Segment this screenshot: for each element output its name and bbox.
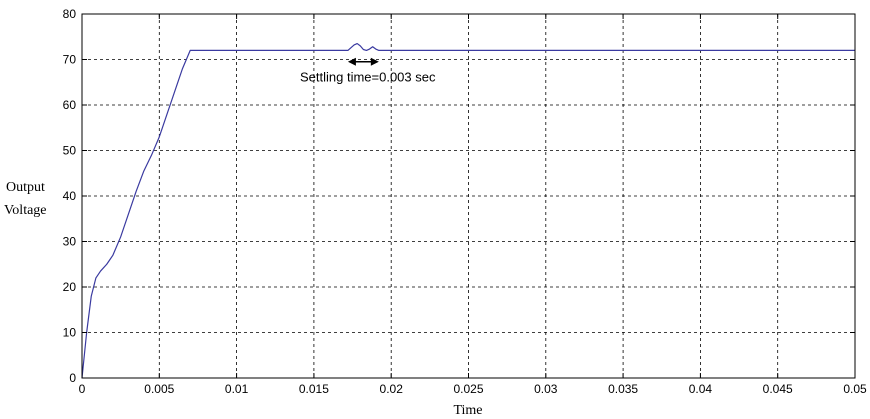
settling-time-arrowhead-left xyxy=(347,57,356,66)
y-tick-label: 30 xyxy=(63,235,77,249)
x-tick-label: 0.03 xyxy=(534,382,558,396)
x-tick-label: 0.01 xyxy=(225,382,249,396)
x-axis-ticks: 0 0.005 0.01 0.015 0.02 0.025 0.03 0.035 0.04 0.0… xyxy=(79,14,867,396)
series-layer xyxy=(81,42,855,379)
x-tick-label: 0.045 xyxy=(763,382,793,396)
y-axis-label-line-1: Output xyxy=(6,180,45,195)
y-tick-label: 70 xyxy=(63,53,77,67)
output-voltage-line xyxy=(81,42,855,379)
y-tick-label: 50 xyxy=(63,144,77,158)
x-tick-label: 0.015 xyxy=(299,382,329,396)
x-axis-label: Time xyxy=(453,403,482,418)
settling-time-label: Settling time=0.003 sec xyxy=(300,69,436,84)
x-tick-label: 0.02 xyxy=(380,382,404,396)
annotation-layer: Settling time=0.003 sec xyxy=(300,57,436,84)
x-tick-label: 0 xyxy=(79,382,86,396)
x-tick-label: 0.05 xyxy=(843,382,867,396)
x-tick-label: 0.025 xyxy=(453,382,483,396)
y-tick-label: 60 xyxy=(63,98,77,112)
x-tick-label: 0.04 xyxy=(689,382,713,396)
x-tick-label: 0.035 xyxy=(608,382,638,396)
y-tick-label: 40 xyxy=(63,189,77,203)
settling-time-arrowhead-right xyxy=(370,57,379,66)
y-axis-label-line-2: Voltage xyxy=(4,203,47,218)
y-tick-label: 0 xyxy=(69,371,76,385)
y-tick-label: 20 xyxy=(63,280,77,294)
x-tick-label: 0.005 xyxy=(144,382,174,396)
y-axis-ticks: 0 10 20 30 40 50 60 70 80 xyxy=(63,7,855,385)
y-tick-label: 10 xyxy=(63,326,77,340)
y-tick-label: 80 xyxy=(63,7,77,21)
grid xyxy=(82,14,855,378)
